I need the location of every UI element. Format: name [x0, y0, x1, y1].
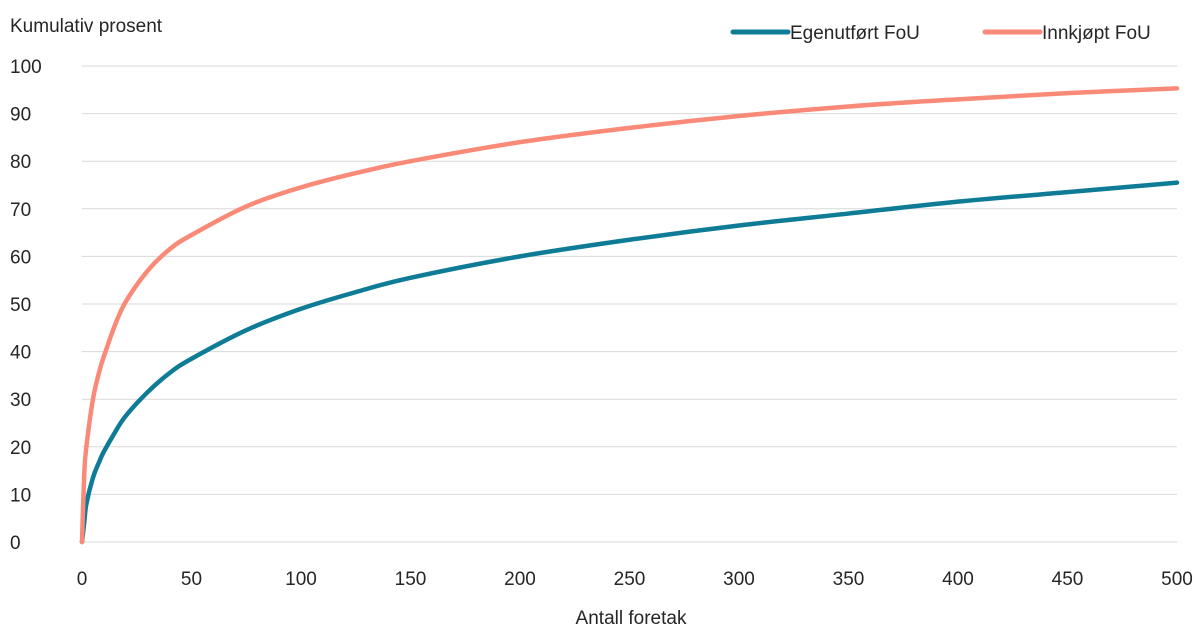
legend-label-0: Egenutført FoU — [790, 23, 920, 44]
y-tick-label: 0 — [10, 533, 21, 554]
x-tick-label: 500 — [1161, 569, 1193, 590]
y-tick-labels: 0 10 20 30 40 50 60 70 80 90 100 — [10, 57, 42, 554]
legend-label-1: Innkjøpt FoU — [1042, 23, 1151, 44]
series-line-1 — [79, 86, 1180, 545]
y-tick-label: 20 — [10, 438, 31, 459]
x-tick-label: 250 — [614, 569, 646, 590]
x-tick-label: 400 — [942, 569, 974, 590]
y-tick-label: 70 — [10, 200, 31, 221]
series-lines — [79, 86, 1180, 545]
x-tick-label: 300 — [723, 569, 755, 590]
x-tick-label: 350 — [833, 569, 865, 590]
y-tick-label: 30 — [10, 390, 31, 411]
x-tick-label: 50 — [181, 569, 202, 590]
y-tick-label: 50 — [10, 295, 31, 316]
y-tick-label: 80 — [10, 152, 31, 173]
series-line-0 — [79, 180, 1180, 545]
y-tick-label: 90 — [10, 105, 31, 126]
y-axis-title: Kumulativ prosent — [10, 16, 163, 37]
x-tick-labels: 0 50 100 150 200 250 300 350 400 450 500 — [77, 569, 1193, 590]
legend: Egenutført FoU Innkjøpt FoU — [730, 23, 1151, 44]
y-tick-label: 40 — [10, 343, 31, 364]
y-tick-label: 10 — [10, 485, 31, 506]
x-tick-label: 450 — [1052, 569, 1084, 590]
x-tick-label: 150 — [395, 569, 427, 590]
x-tick-label: 100 — [285, 569, 317, 590]
x-axis-title: Antall foretak — [576, 608, 687, 626]
x-tick-label: 0 — [77, 569, 88, 590]
x-tick-label: 200 — [504, 569, 536, 590]
gridlines — [82, 65, 1177, 543]
y-tick-label: 60 — [10, 247, 31, 268]
y-tick-label: 100 — [10, 57, 42, 78]
